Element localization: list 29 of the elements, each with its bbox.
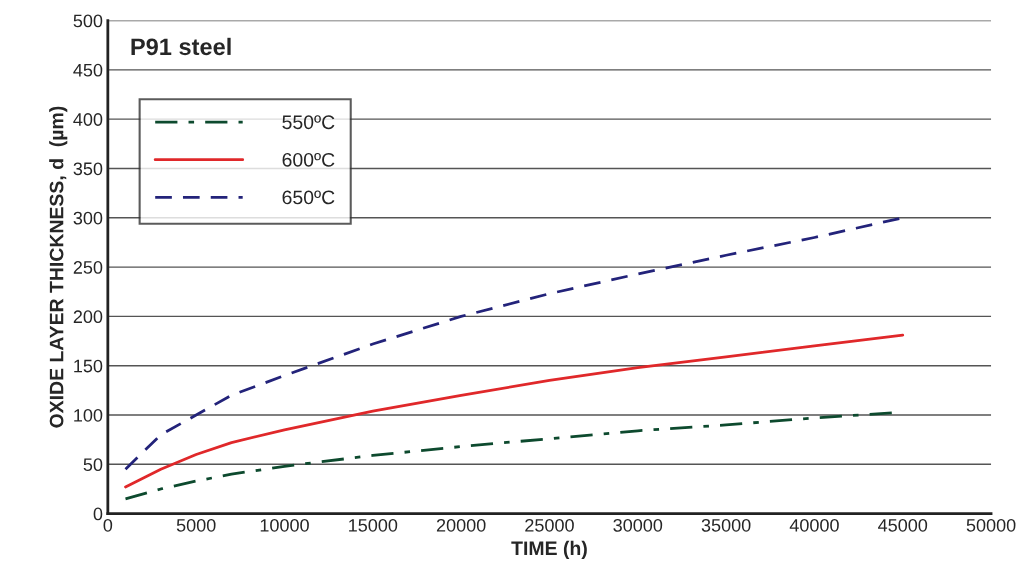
x-tick-label: 50000 bbox=[966, 518, 1016, 532]
x-tick-label: 25000 bbox=[525, 518, 574, 532]
y-tick-label: 300 bbox=[73, 211, 103, 225]
x-tick-label: 10000 bbox=[260, 518, 309, 532]
y-tick-label: 350 bbox=[73, 162, 103, 176]
x-tick-label: 20000 bbox=[436, 518, 486, 532]
y-tick-label: 100 bbox=[74, 408, 103, 422]
y-tick-label: 200 bbox=[73, 310, 103, 324]
line-series bbox=[124, 333, 905, 489]
x-tick-label: 35000 bbox=[701, 518, 751, 532]
x-tick-label: 45000 bbox=[878, 518, 928, 532]
x-tick-label: 40000 bbox=[789, 518, 839, 532]
y-tick-label: 250 bbox=[73, 261, 103, 274]
legend-label: 650ºC bbox=[282, 190, 335, 205]
legend-label: 550ºC bbox=[282, 115, 335, 130]
y-tick-label: 0 bbox=[93, 507, 103, 521]
x-tick-label: 5000 bbox=[176, 518, 216, 532]
x-tick-label: 15000 bbox=[349, 518, 398, 532]
y-tick-label: 500 bbox=[73, 14, 103, 28]
x-axis-title: TIME (h) bbox=[511, 540, 587, 559]
y-tick-label: 50 bbox=[83, 458, 103, 472]
legend-label: 600ºC bbox=[282, 152, 335, 167]
y-tick-label: 400 bbox=[73, 113, 103, 126]
x-tick-label: 30000 bbox=[613, 518, 663, 532]
y-axis-title: OXIDE LAYER THICKNESS, d (µm) bbox=[49, 106, 68, 428]
text: P91 steel bbox=[131, 37, 231, 56]
y-tick-label: 450 bbox=[73, 63, 103, 77]
y-tick-label: 150 bbox=[74, 359, 103, 373]
x-tick-label: 0 bbox=[103, 518, 113, 532]
